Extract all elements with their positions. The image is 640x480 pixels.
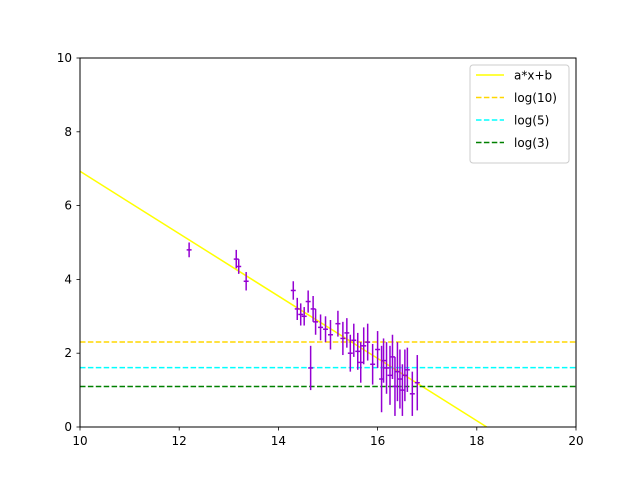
data-point (301, 307, 307, 326)
x-tick-label: 16 (370, 434, 385, 448)
y-tick-label: 6 (64, 199, 72, 213)
legend-label: log(5) (514, 114, 549, 128)
x-tick-label: 10 (72, 434, 87, 448)
data-point (323, 316, 328, 343)
data-point (310, 296, 316, 322)
data-point (335, 310, 341, 337)
data-point (394, 342, 400, 402)
x-tick-label: 12 (172, 434, 187, 448)
data-point (298, 303, 304, 326)
data-point (308, 345, 314, 391)
data-point (375, 331, 381, 368)
data-point (328, 319, 333, 350)
data-point (305, 290, 311, 313)
data-point (340, 321, 346, 356)
data-point (381, 338, 387, 383)
data-point (294, 297, 300, 320)
data-point (390, 334, 395, 380)
series-line-0 (80, 170, 488, 427)
y-tick-label: 2 (64, 346, 72, 360)
data-point (402, 349, 408, 402)
y-tick-label: 8 (64, 125, 72, 139)
data-point (313, 308, 319, 335)
data-point (404, 347, 410, 392)
data-point (243, 272, 249, 291)
y-tick-label: 10 (57, 51, 72, 65)
plot-area-frame (79, 57, 577, 428)
y-tick-label: 0 (64, 420, 72, 434)
x-tick-label: 20 (568, 434, 583, 448)
series-layer (80, 170, 576, 427)
data-point (344, 318, 350, 348)
data-point (355, 332, 361, 370)
data-point (397, 349, 403, 409)
errorbar-layer (186, 242, 420, 416)
data-point (347, 334, 353, 372)
legend: a*x+b log(10) log(5) log(3) (469, 64, 570, 164)
data-point (384, 342, 390, 394)
data-point (365, 323, 371, 361)
data-point (186, 242, 192, 258)
data-point (409, 371, 415, 416)
x-axis: 10 12 14 16 18 20 (72, 427, 584, 448)
data-point (233, 249, 239, 269)
legend-label: log(3) (514, 136, 549, 150)
data-point (361, 327, 367, 365)
data-point (358, 342, 364, 383)
data-point (414, 355, 420, 411)
data-point (399, 364, 405, 416)
data-point (392, 356, 398, 416)
data-point (318, 314, 324, 341)
legend-label: log(10) (514, 91, 557, 105)
x-tick-label: 18 (469, 434, 484, 448)
data-point (370, 343, 376, 385)
data-point (290, 281, 296, 300)
y-tick-label: 4 (64, 272, 72, 286)
legend-box (469, 64, 570, 164)
data-point (351, 323, 357, 357)
data-point (387, 345, 393, 405)
x-tick-label: 14 (271, 434, 286, 448)
data-point (236, 259, 242, 274)
legend-label: a*x+b (514, 69, 552, 83)
y-axis: 0 2 4 6 8 10 (57, 51, 80, 434)
